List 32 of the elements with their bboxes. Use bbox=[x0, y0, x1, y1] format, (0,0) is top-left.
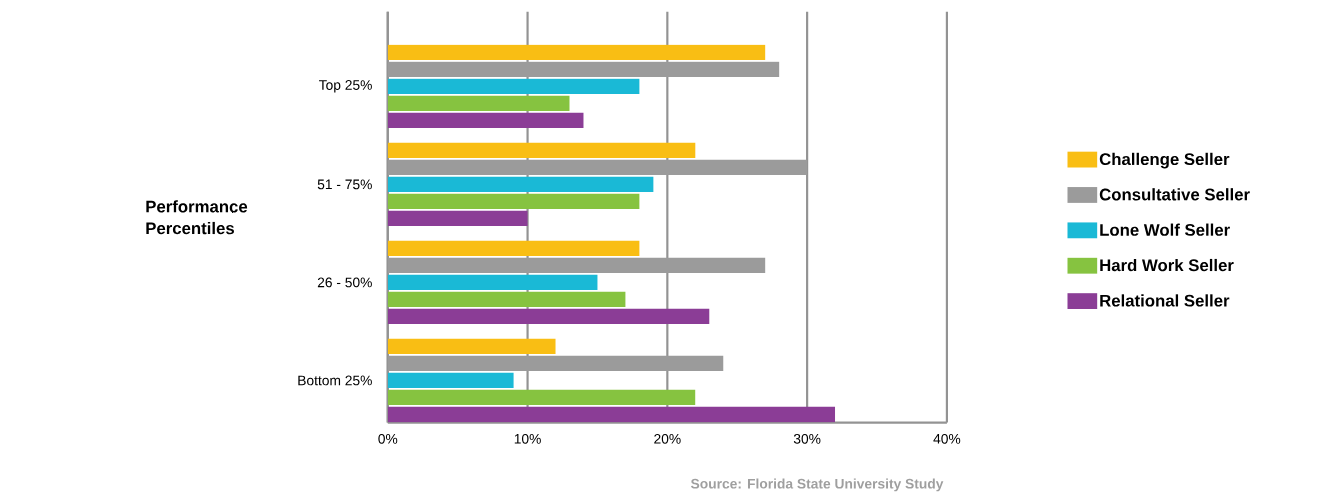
x-tick-label: 0% bbox=[378, 434, 398, 444]
y-tick-label: Top 25% bbox=[319, 80, 372, 93]
bar bbox=[387, 338, 556, 355]
legend-label: Relational Seller bbox=[1100, 294, 1230, 307]
bar bbox=[387, 193, 640, 210]
legend-label: Lone Wolf Seller bbox=[1100, 223, 1230, 236]
bar bbox=[387, 210, 528, 227]
x-tick-label: 30% bbox=[793, 434, 821, 444]
bar bbox=[387, 142, 696, 159]
x-tick-label: 10% bbox=[514, 434, 541, 444]
bar bbox=[387, 406, 836, 423]
legend-label: Hard Work Seller bbox=[1100, 259, 1234, 272]
bar bbox=[387, 274, 598, 291]
bar bbox=[387, 240, 640, 257]
y-tick-label: 26 - 50% bbox=[317, 277, 372, 288]
y-tick-label: Bottom 25% bbox=[298, 375, 372, 386]
bar bbox=[387, 78, 640, 95]
bar bbox=[387, 95, 570, 112]
x-tick-label: 40% bbox=[933, 434, 961, 444]
bar bbox=[387, 389, 696, 406]
x-tick-label: 20% bbox=[654, 434, 681, 444]
y-axis-title: Performance Percentiles bbox=[146, 200, 248, 235]
legend-label: Challenge Seller bbox=[1099, 152, 1230, 169]
source-note: Source: Florida State University Study bbox=[690, 478, 944, 492]
legend-label: Consultative Seller bbox=[1099, 188, 1250, 201]
bar bbox=[387, 291, 626, 308]
y-tick-label: 51 - 75% bbox=[317, 179, 372, 190]
bar bbox=[387, 308, 710, 325]
bar bbox=[387, 44, 766, 61]
bar bbox=[387, 112, 584, 129]
bar bbox=[387, 176, 654, 193]
bar bbox=[387, 372, 514, 389]
